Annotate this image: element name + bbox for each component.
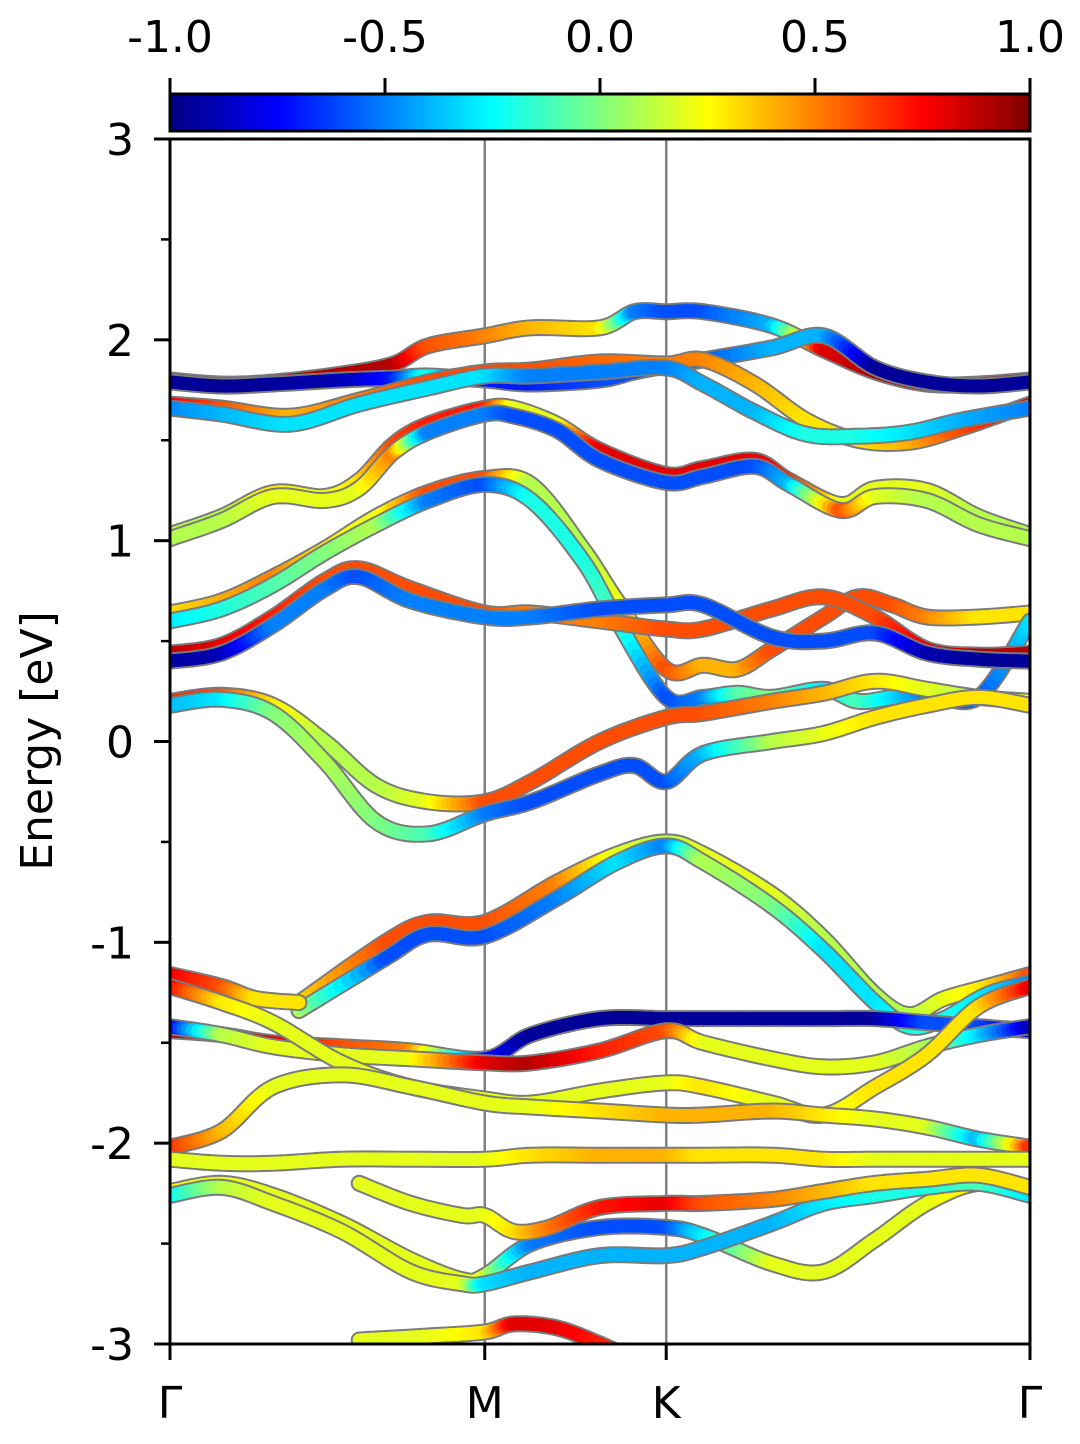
band-segment: [628, 1357, 630, 1358]
y-tick-label: 2: [106, 316, 134, 367]
band-series: [359, 1324, 634, 1360]
colorbar-ticks: -1.0 -0.5 0.0 0.5 1.0: [127, 12, 1065, 94]
colorbar-tick-label: -1.0: [127, 12, 213, 63]
y-axis: -3 -2 -1 0 1 2 3: [90, 115, 170, 1371]
band-series: [170, 1155, 1030, 1164]
y-tick-label: 1: [106, 517, 134, 568]
y-tick-label: 3: [106, 115, 134, 166]
y-tick-label: 0: [106, 718, 134, 769]
band-series: [299, 846, 1030, 1028]
colorbar-gradient: [170, 94, 1030, 131]
band-segment: [626, 1356, 629, 1357]
y-tick-label: -3: [90, 1320, 134, 1371]
colorbar-tick-label: -0.5: [342, 12, 428, 63]
band-segment: [631, 1358, 633, 1359]
y-tick-label: -1: [90, 918, 134, 969]
x-tick-label: M: [466, 1378, 504, 1429]
band-segment: [613, 1350, 616, 1352]
y-tick-label: -2: [90, 1119, 134, 1170]
band-segment: [603, 1345, 606, 1346]
x-tick-label: Γ: [158, 1378, 183, 1429]
band-segment: [610, 1348, 613, 1350]
plot-area: -3 -2 -1 0 1 2 3 Γ M K Γ Energy [eV]: [12, 115, 1043, 1429]
colorbar-tick-label: 0.0: [565, 12, 635, 63]
band-segment: [617, 1352, 620, 1354]
y-axis-label: Energy [eV]: [12, 611, 63, 871]
colorbar-tick-label: 0.5: [780, 12, 850, 63]
band-segment: [623, 1355, 626, 1356]
colorbar: -1.0 -0.5 0.0 0.5 1.0: [127, 12, 1065, 131]
x-tick-label: K: [652, 1378, 682, 1429]
band-segment: [620, 1353, 623, 1354]
band-series: [299, 842, 1030, 1015]
x-tick-label: Γ: [1018, 1378, 1043, 1429]
band-segment: [633, 1359, 635, 1360]
colorbar-tick-label: 1.0: [995, 12, 1065, 63]
band-segment: [607, 1347, 610, 1349]
band-lines: [170, 311, 1030, 1361]
